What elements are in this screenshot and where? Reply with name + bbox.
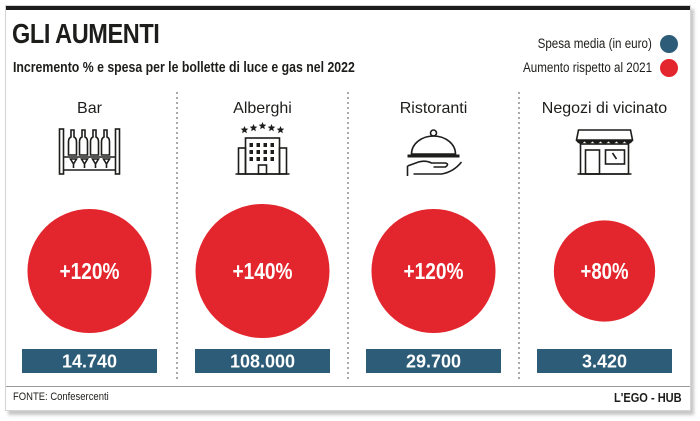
chart-title: GLI AUMENTI (12, 18, 160, 49)
spend-value-negozi-di-vicinato: 3.420 (582, 352, 627, 372)
spend-value-ristoranti: 29.700 (406, 352, 461, 372)
spend-bar-alberghi (195, 349, 330, 373)
bubble-alberghi (195, 204, 330, 338)
bubble-label-bar: +120% (60, 258, 120, 284)
legend-item-spesa: Spesa media (in euro) (418, 33, 678, 57)
bubble-negozi-di-vicinato (553, 220, 656, 322)
shop-icon (575, 129, 634, 175)
category-label-bar: Bar (77, 100, 103, 117)
bottle-shelf-icon (58, 128, 121, 175)
legend-dot-blue (660, 35, 678, 53)
bubble-chart: Bar +120% 14.740 Alberghi +140% 108.000 Ristor… (22, 92, 672, 380)
bubble-bar (27, 208, 152, 334)
category-label-negozi-di-vicinato: Negozi di vicinato (542, 100, 668, 117)
top-rule (6, 6, 690, 10)
category-label-alberghi: Alberghi (233, 100, 292, 117)
infographic-frame: GLI AUMENTI Incremento % e spesa per le … (5, 5, 691, 411)
bubble-label-alberghi: +140% (233, 258, 293, 284)
spend-value-alberghi: 108.000 (230, 352, 295, 372)
brand-logo: L'EGO - HUB (614, 390, 682, 405)
spend-value-bar: 14.740 (62, 352, 117, 372)
hotel-icon (235, 122, 290, 175)
legend-item-aumento: Aumento rispetto al 2021 (418, 57, 678, 81)
legend-dot-red (660, 59, 678, 77)
spend-bar-bar (22, 349, 157, 373)
serving-cloche-icon (406, 129, 463, 176)
legend-label-spesa: Spesa media (in euro) (537, 36, 652, 51)
chart-subtitle: Incremento % e spesa per le bollette di … (13, 59, 355, 76)
spend-bar-negozi-di-vicinato (537, 349, 672, 373)
category-label-ristoranti: Ristoranti (400, 100, 468, 117)
bubble-ristoranti (371, 208, 496, 334)
source-note: FONTE: Confesercenti (13, 391, 109, 403)
spend-bar-ristoranti (366, 349, 501, 373)
bubble-label-ristoranti: +120% (404, 258, 464, 284)
legend: Spesa media (in euro) Aumento rispetto a… (418, 33, 678, 81)
bottom-rule (6, 386, 690, 387)
bubble-label-negozi-di-vicinato: +80% (581, 258, 629, 284)
legend-label-aumento: Aumento rispetto al 2021 (522, 60, 652, 75)
